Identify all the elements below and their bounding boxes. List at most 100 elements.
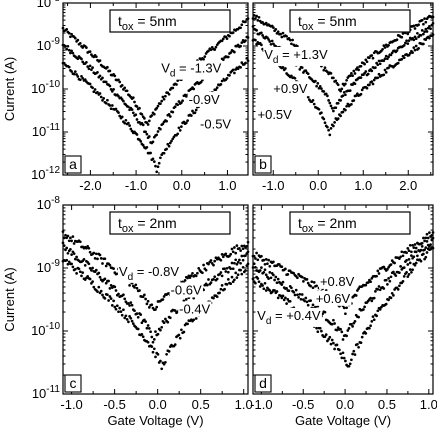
data-point bbox=[424, 27, 428, 31]
data-point bbox=[139, 313, 143, 316]
panel-letter: c bbox=[70, 375, 77, 391]
data-point bbox=[336, 83, 340, 87]
data-point bbox=[255, 251, 258, 255]
data-point bbox=[429, 243, 432, 246]
data-point bbox=[422, 32, 425, 36]
data-point bbox=[104, 101, 108, 105]
data-point bbox=[161, 122, 165, 126]
data-point bbox=[414, 246, 418, 250]
panel-letter-box bbox=[254, 155, 272, 174]
data-point bbox=[254, 257, 257, 260]
data-point bbox=[258, 269, 262, 272]
annotation-backing bbox=[160, 60, 223, 80]
data-point bbox=[154, 308, 157, 311]
data-point bbox=[274, 27, 278, 31]
data-point bbox=[359, 64, 363, 68]
data-point bbox=[191, 109, 194, 113]
data-point bbox=[406, 263, 410, 266]
data-point bbox=[345, 334, 348, 338]
data-point bbox=[401, 280, 405, 283]
series-c-1 bbox=[61, 230, 250, 312]
data-point bbox=[384, 54, 388, 58]
data-point bbox=[173, 343, 177, 346]
drain-voltage-annotation: +0.8V bbox=[320, 274, 355, 289]
data-point bbox=[387, 43, 390, 47]
data-point bbox=[156, 332, 160, 336]
data-point bbox=[147, 306, 151, 309]
data-point bbox=[101, 262, 104, 265]
data-point bbox=[231, 267, 235, 271]
data-point bbox=[92, 90, 96, 94]
data-point bbox=[340, 87, 344, 91]
data-point bbox=[154, 330, 157, 333]
data-point bbox=[88, 50, 92, 53]
data-point bbox=[267, 277, 270, 280]
oxide-thickness-box bbox=[289, 9, 411, 33]
data-point bbox=[86, 244, 90, 248]
data-point bbox=[150, 345, 154, 348]
data-point bbox=[315, 284, 318, 288]
series-b-2 bbox=[251, 22, 435, 113]
data-point bbox=[189, 274, 193, 277]
data-point bbox=[98, 59, 102, 62]
data-point bbox=[209, 48, 213, 52]
data-point bbox=[376, 288, 380, 291]
data-point bbox=[370, 299, 374, 303]
data-point bbox=[173, 309, 177, 312]
data-point bbox=[383, 57, 387, 61]
data-point bbox=[342, 91, 346, 94]
data-point bbox=[333, 322, 336, 325]
data-point bbox=[76, 57, 80, 61]
data-point bbox=[114, 107, 118, 111]
data-point bbox=[282, 298, 286, 302]
data-point bbox=[192, 318, 196, 322]
data-point bbox=[370, 320, 374, 323]
x-tick-label: 0.0 bbox=[173, 178, 191, 193]
annotation-backing bbox=[314, 290, 352, 306]
data-point bbox=[384, 71, 388, 74]
data-point bbox=[416, 31, 419, 35]
data-point bbox=[65, 47, 69, 51]
data-point bbox=[302, 280, 305, 283]
data-point bbox=[390, 291, 394, 295]
data-point bbox=[167, 92, 171, 96]
data-point bbox=[314, 79, 317, 83]
y-axis-title: Current (A) bbox=[2, 57, 17, 121]
data-point bbox=[345, 78, 348, 82]
data-point bbox=[267, 38, 270, 41]
data-point bbox=[235, 262, 239, 266]
data-point bbox=[113, 305, 117, 309]
data-point bbox=[334, 106, 338, 110]
data-point bbox=[160, 367, 164, 371]
data-point bbox=[304, 69, 308, 72]
x-tick-label: -0.5 bbox=[103, 397, 125, 412]
data-point bbox=[238, 258, 241, 262]
data-point bbox=[284, 267, 287, 271]
data-point bbox=[332, 109, 335, 113]
data-point bbox=[273, 278, 276, 282]
data-point bbox=[304, 296, 308, 300]
data-point bbox=[287, 289, 291, 293]
data-point bbox=[93, 88, 97, 91]
data-point bbox=[141, 143, 145, 147]
data-point bbox=[293, 293, 297, 297]
data-point bbox=[108, 84, 112, 88]
data-point bbox=[399, 255, 402, 259]
data-point bbox=[82, 258, 86, 261]
data-point bbox=[204, 268, 208, 272]
data-point bbox=[87, 262, 91, 266]
data-point bbox=[383, 68, 387, 72]
data-point bbox=[97, 285, 101, 289]
annotation-backing bbox=[272, 81, 309, 97]
data-point bbox=[347, 327, 351, 330]
data-point bbox=[98, 92, 102, 95]
data-point bbox=[108, 69, 112, 73]
data-point bbox=[412, 246, 416, 249]
data-point bbox=[130, 303, 134, 307]
data-point bbox=[109, 107, 113, 111]
panel-b: -1.0 0.0 1.0 2.0 tox = 5nm b Vd = +1.3V +0.9V +0… bbox=[251, 2, 435, 193]
data-point bbox=[83, 264, 87, 267]
data-point bbox=[78, 240, 82, 244]
data-point bbox=[268, 271, 272, 274]
data-point bbox=[272, 260, 275, 264]
